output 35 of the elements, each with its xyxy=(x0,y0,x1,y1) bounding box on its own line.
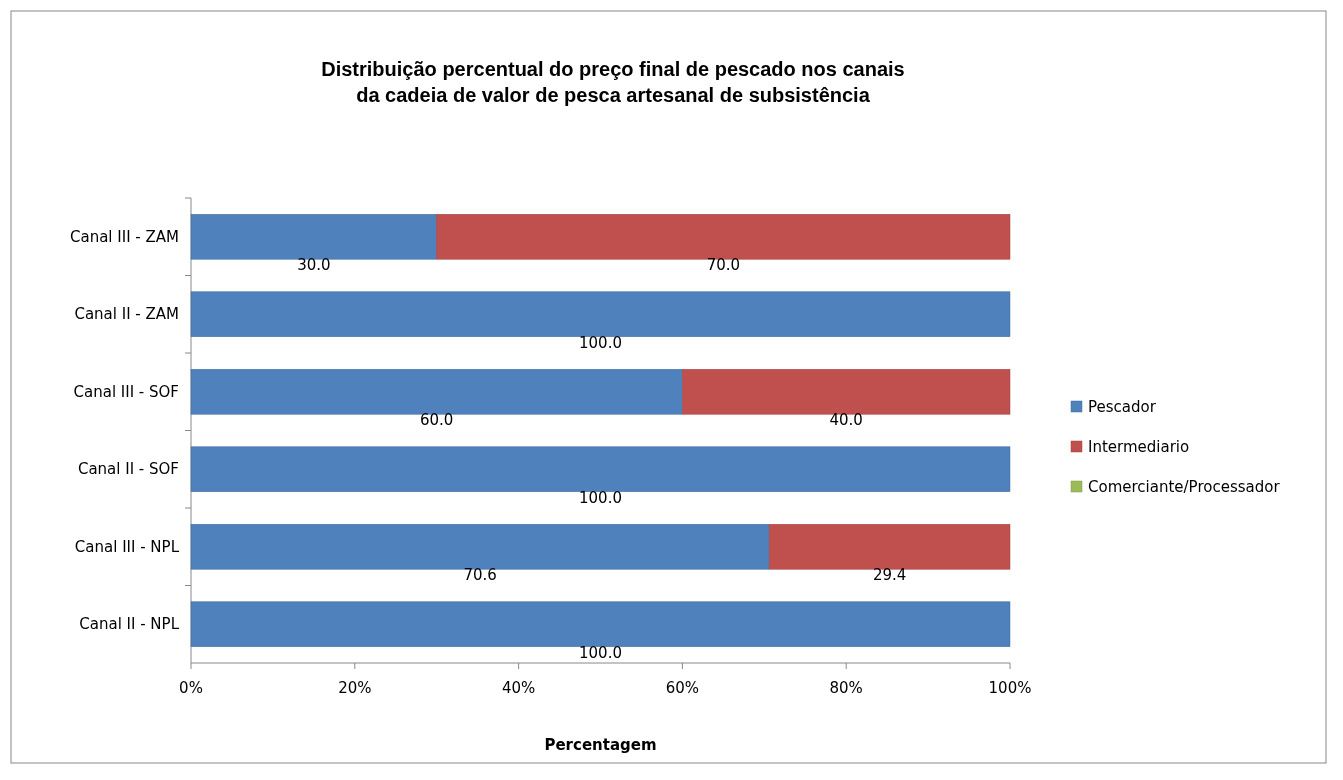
data-label: 40.0 xyxy=(829,411,863,430)
y-tick-label: Canal III - ZAM xyxy=(70,227,179,246)
data-label: 70.6 xyxy=(463,566,497,585)
y-tick-label: Canal II - NPL xyxy=(79,615,180,634)
bar xyxy=(768,524,1011,570)
bar xyxy=(190,446,1011,492)
data-label: 30.0 xyxy=(297,256,331,275)
bar xyxy=(190,524,770,570)
x-tick-label: 0% xyxy=(179,679,203,697)
legend-label: Intermediario xyxy=(1088,438,1190,456)
legend-label: Comerciante/Processador xyxy=(1088,478,1281,496)
x-tick-label: 80% xyxy=(829,679,863,697)
bar xyxy=(436,214,1011,260)
y-tick-label: Canal III - NPL xyxy=(74,537,180,556)
x-tick-label: 60% xyxy=(665,679,700,697)
y-tick-label: Canal II - ZAM xyxy=(74,305,179,324)
data-label: 100.0 xyxy=(579,333,622,352)
x-tick-label: 100% xyxy=(988,679,1032,697)
bar xyxy=(190,369,683,415)
y-tick-label: Canal II - SOF xyxy=(77,460,179,479)
data-label: 29.4 xyxy=(872,566,907,585)
data-label: 60.0 xyxy=(420,411,454,430)
bar xyxy=(190,601,1011,647)
x-tick-label: 40% xyxy=(501,679,536,697)
y-tick-label: Canal III - SOF xyxy=(73,382,179,401)
data-label: 100.0 xyxy=(579,488,622,507)
legend-label: Pescador xyxy=(1088,398,1157,416)
bar xyxy=(190,214,437,260)
bar xyxy=(682,369,1011,415)
data-label: 70.0 xyxy=(706,256,741,275)
bar xyxy=(190,291,1011,337)
x-axis-title: Percentagem xyxy=(544,736,657,754)
chart-title: Distribuição percentual do preço final de pescado nos canais da cadeia de valor de pesca artesanal de subsistência xyxy=(321,58,905,106)
data-label: 100.0 xyxy=(579,643,622,662)
x-tick-label: 20% xyxy=(338,679,372,697)
